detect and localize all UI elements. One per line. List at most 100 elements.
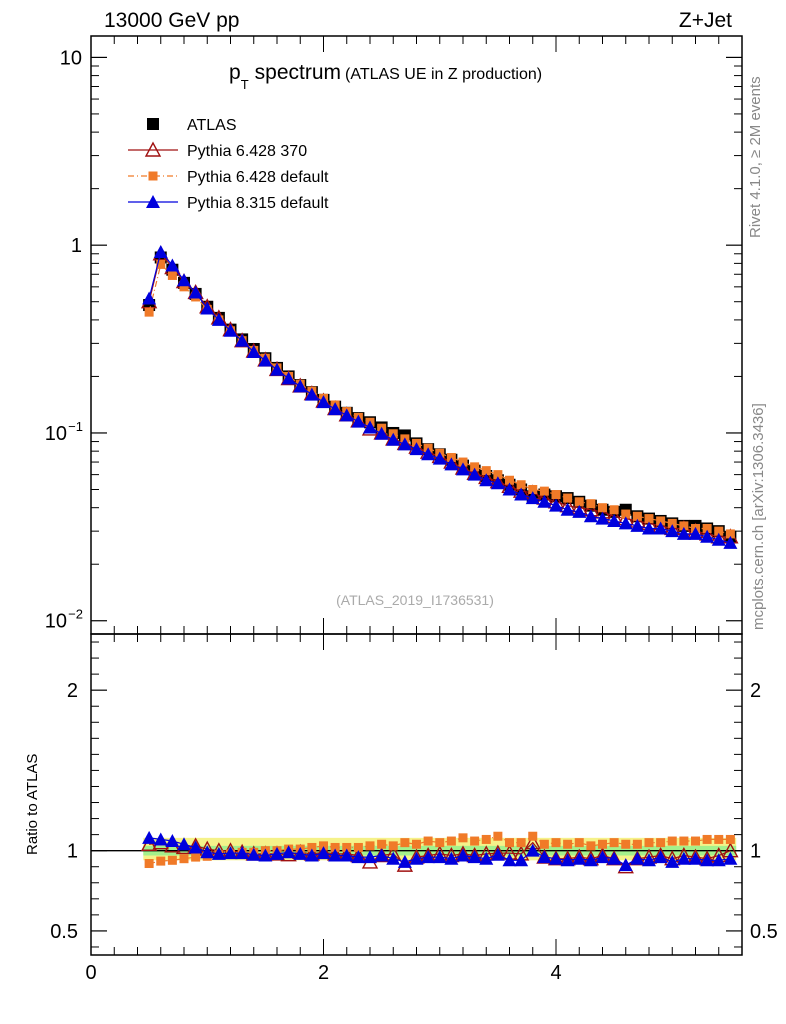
ratio-point-pythia-8-315-default bbox=[502, 853, 517, 867]
ratio-point-pythia-8-315-default bbox=[246, 847, 261, 861]
ratio-point-pythia-8-315-default bbox=[328, 848, 343, 862]
main-point-pythia-6-428-default bbox=[609, 505, 619, 515]
ratio-point-pythia-6-428-default bbox=[656, 838, 666, 848]
main-y-tick-exponent: −2 bbox=[68, 607, 83, 622]
ratio-point-pythia-6-428-default bbox=[156, 856, 166, 866]
main-point-pythia-6-428-default bbox=[505, 475, 514, 485]
main-point-pythia-8-315-default bbox=[642, 521, 656, 535]
ratio-point-pythia-8-315-default bbox=[607, 851, 622, 865]
plot-title-word: spectrum bbox=[255, 61, 341, 84]
ratio-point-pythia-6-428-default bbox=[412, 839, 421, 849]
ratio-point-pythia-8-315-default bbox=[200, 845, 215, 859]
ratio-panel-frame bbox=[90, 633, 743, 956]
main-point-pythia-8-315-default bbox=[525, 491, 540, 505]
main-point-pythia-8-315-default bbox=[328, 402, 343, 416]
main-point-pythia-8-315-default bbox=[304, 387, 319, 401]
energy-label: 13000 GeV pp bbox=[104, 9, 239, 32]
main-point-pythia-8-315-default bbox=[595, 511, 610, 525]
main-point-pythia-8-315-default bbox=[572, 504, 587, 518]
ratio-point-pythia-6-428-default bbox=[702, 834, 712, 844]
main-point-pythia-8-315-default bbox=[560, 502, 575, 516]
ratio-point-pythia-8-315-default bbox=[630, 851, 645, 865]
ratio-point-pythia-6-428-default bbox=[167, 855, 177, 865]
ratio-point-pythia-8-315-default bbox=[700, 853, 715, 867]
ratio-axis-ticks: 2 2 1 1 0.5 0.5 0 2 4 bbox=[50, 634, 778, 984]
ratio-point-pythia-8-315-default bbox=[374, 848, 389, 862]
mcplots-label: mcplots.cern.ch [arXiv:1306.3436] bbox=[750, 403, 767, 630]
main-point-pythia-8-315-default bbox=[223, 323, 238, 337]
main-point-pythia-6-428-default bbox=[481, 466, 491, 476]
ratio-point-pythia-6-428-default bbox=[191, 852, 201, 862]
ratio-point-pythia-6-428-default bbox=[319, 841, 328, 851]
main-series-layer bbox=[140, 244, 739, 549]
ratio-point-pythia-8-315-default bbox=[479, 851, 494, 865]
ratio-point-pythia-6-428-default bbox=[481, 834, 491, 844]
main-point-pythia-8-315-default bbox=[188, 285, 203, 299]
ratio-series-layer bbox=[140, 830, 739, 874]
ratio-point-pythia-8-315-default bbox=[711, 853, 726, 867]
main-point-pythia-6-428-default bbox=[598, 503, 607, 513]
ratio-point-pythia-8-315-default bbox=[177, 837, 191, 851]
ratio-point-pythia-8-315-default bbox=[304, 848, 319, 862]
main-y-tick-label: 10 bbox=[45, 423, 67, 445]
ratio-y-tick-label-right: 1 bbox=[750, 841, 761, 863]
main-point-pythia-8-315-default bbox=[235, 333, 250, 347]
ratio-point-pythia-6-428-default bbox=[516, 838, 526, 848]
ratio-point-pythia-6-428-default bbox=[691, 836, 700, 846]
ratio-point-pythia-6-428-default bbox=[644, 838, 654, 848]
ratio-x-tick-label: 4 bbox=[550, 962, 561, 984]
main-point-pythia-8-315-default bbox=[363, 420, 377, 434]
ratio-point-pythia-8-315-default bbox=[723, 851, 738, 865]
ratio-point-pythia-8-315-default bbox=[549, 851, 563, 865]
ratio-point-pythia-8-315-default bbox=[537, 850, 552, 864]
legend-marker-pythia-8-315-default bbox=[146, 195, 160, 208]
ratio-point-pythia-6-428-default bbox=[388, 841, 398, 851]
main-y-tick-label: 1 bbox=[71, 235, 82, 257]
legend-marker-atlas bbox=[147, 118, 159, 130]
main-point-pythia-8-315-default bbox=[316, 395, 331, 409]
ratio-point-pythia-6-428-default bbox=[586, 841, 596, 851]
main-point-pythia-8-315-default bbox=[618, 516, 633, 530]
ratio-point-pythia-6-428-default bbox=[470, 836, 480, 846]
ratio-point-pythia-8-315-default bbox=[688, 851, 703, 865]
ratio-y-tick-label-right: 0.5 bbox=[750, 921, 778, 943]
legend-label-pythia-8-315-default: Pythia 8.315 default bbox=[187, 195, 329, 212]
main-point-pythia-6-428-default bbox=[458, 457, 468, 467]
main-point-pythia-6-428-default bbox=[644, 514, 654, 524]
main-point-pythia-8-315-default bbox=[409, 442, 424, 456]
legend-marker-pythia-6-428-default bbox=[148, 171, 158, 181]
main-point-pythia-8-315-default bbox=[688, 526, 703, 540]
legend: ATLAS Pythia 6.428 370 Pythia 6.428 defaul… bbox=[128, 117, 329, 212]
main-point-pythia-6-428-default bbox=[632, 511, 642, 521]
main-point-pythia-6-428-default bbox=[725, 529, 735, 539]
main-point-pythia-8-315-default bbox=[246, 344, 261, 358]
main-series-line-pythia-6-428-370 bbox=[148, 252, 731, 538]
ratio-point-pythia-8-315-default bbox=[409, 851, 424, 865]
main-point-pythia-8-315-default bbox=[386, 432, 401, 446]
ratio-y-tick-label-right: 2 bbox=[750, 680, 761, 702]
main-point-pythia-8-315-default bbox=[502, 482, 517, 496]
main-point-pythia-6-428-default bbox=[563, 493, 573, 503]
main-point-pythia-8-315-default bbox=[467, 467, 482, 481]
main-point-pythia-6-428-default bbox=[551, 490, 561, 500]
ratio-point-pythia-6-428-default bbox=[377, 839, 387, 849]
ratio-ylabel: Ratio to ATLAS bbox=[24, 754, 41, 855]
ratio-point-pythia-8-315-default bbox=[432, 850, 447, 864]
legend-label-pythia-6-428-370: Pythia 6.428 370 bbox=[187, 143, 307, 160]
ratio-point-pythia-8-315-default bbox=[397, 854, 412, 868]
ratio-point-pythia-6-428-default bbox=[679, 836, 689, 846]
main-point-pythia-6-428-default bbox=[714, 526, 724, 536]
ratio-point-pythia-8-315-default bbox=[618, 858, 633, 872]
main-point-pythia-6-428-default bbox=[586, 499, 596, 509]
ratio-point-pythia-8-315-default bbox=[525, 843, 540, 857]
ratio-point-pythia-6-428-default bbox=[493, 831, 503, 841]
main-point-pythia-6-428-default bbox=[667, 518, 677, 528]
main-point-pythia-8-315-default bbox=[281, 371, 296, 385]
ratio-point-pythia-6-428-default bbox=[330, 842, 340, 852]
legend-label-pythia-6-428-default: Pythia 6.428 default bbox=[187, 169, 329, 186]
ratio-point-pythia-6-428-default bbox=[307, 842, 317, 852]
ratio-point-pythia-6-428-default bbox=[667, 836, 677, 846]
ratio-point-pythia-6-428-default bbox=[725, 834, 735, 844]
ratio-point-pythia-8-315-default bbox=[293, 846, 308, 860]
main-point-pythia-8-315-default bbox=[397, 437, 412, 451]
